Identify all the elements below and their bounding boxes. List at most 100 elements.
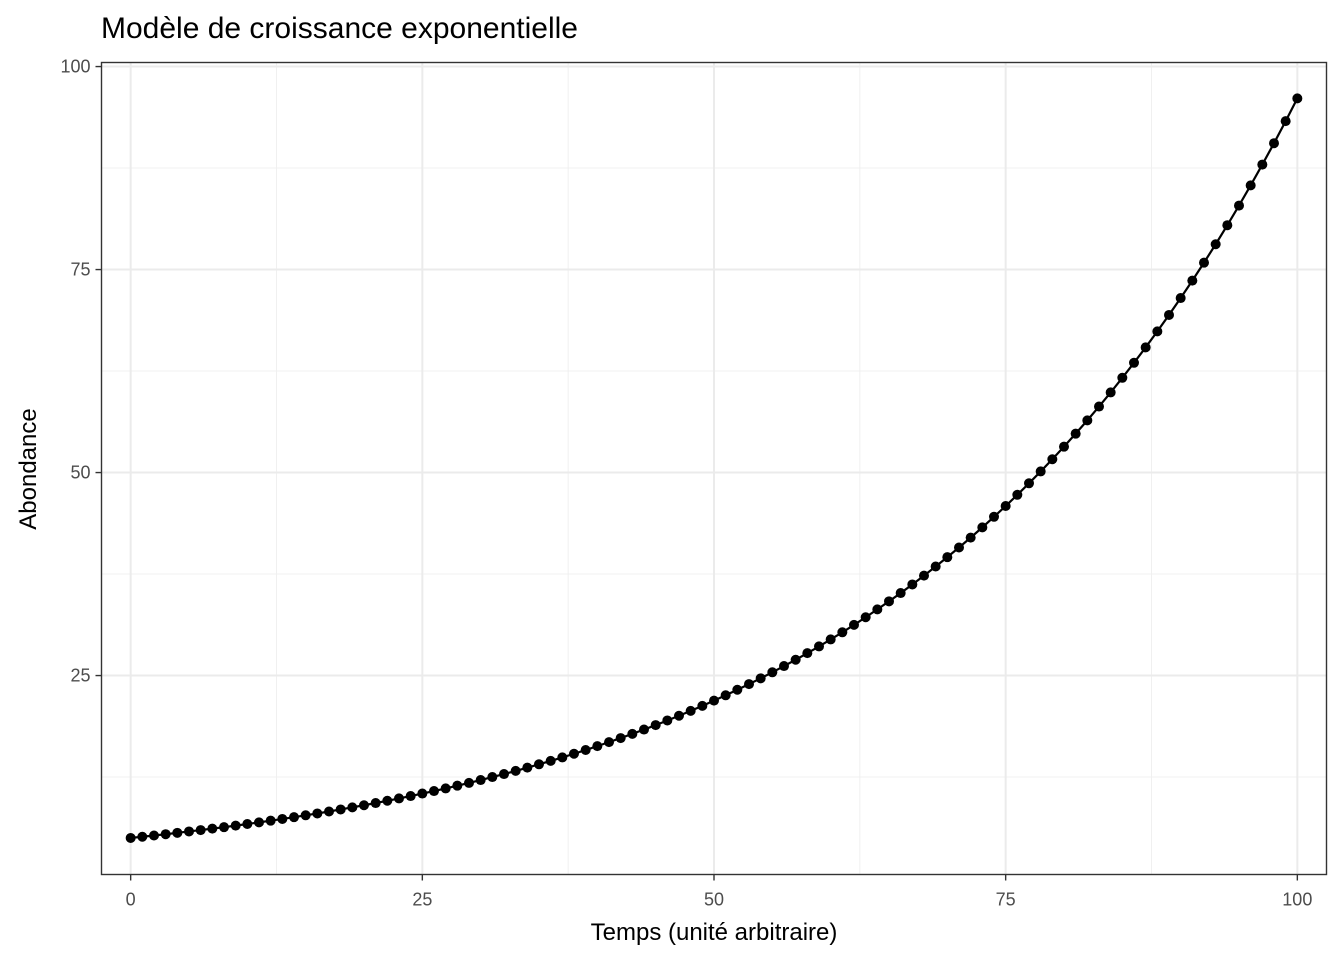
data-point — [125, 832, 136, 843]
data-point — [254, 817, 264, 828]
data-point — [942, 552, 953, 563]
data-point — [137, 831, 148, 842]
data-point — [1152, 326, 1163, 337]
data-point — [195, 825, 206, 836]
data-point — [242, 818, 253, 829]
data-point — [860, 612, 871, 623]
data-point — [872, 604, 883, 615]
data-point — [487, 772, 498, 783]
data-point — [382, 795, 393, 806]
data-point — [429, 786, 439, 797]
data-point — [300, 810, 311, 821]
data-point — [814, 641, 824, 652]
data-point — [1129, 357, 1139, 368]
data-point — [709, 695, 719, 706]
data-point — [674, 710, 684, 721]
data-point — [1269, 138, 1279, 149]
data-point — [1012, 489, 1023, 500]
data-point — [277, 813, 288, 824]
data-point — [1035, 466, 1046, 477]
x-tick-label: 100 — [1282, 890, 1312, 910]
data-point — [1000, 501, 1011, 512]
data-point — [370, 798, 381, 809]
data-point — [965, 532, 976, 543]
data-point — [417, 788, 428, 799]
data-point — [1210, 239, 1221, 250]
y-tick-label: 75 — [70, 260, 90, 280]
data-point — [837, 627, 848, 638]
data-point — [1094, 401, 1104, 412]
major-gridlines — [101, 62, 1327, 875]
data-point — [615, 733, 626, 744]
y-tick-label: 25 — [70, 666, 90, 686]
data-point — [219, 822, 229, 833]
data-point — [184, 826, 194, 837]
x-axis: 0 25 50 75 100 — [126, 874, 1312, 910]
data-point — [557, 752, 568, 763]
data-point — [767, 667, 778, 678]
data-point — [335, 804, 346, 815]
y-axis: 25 50 75 100 — [60, 57, 102, 686]
data-point — [825, 634, 836, 645]
data-point — [289, 812, 299, 823]
data-point — [359, 800, 369, 811]
data-point — [1117, 372, 1128, 383]
data-point — [697, 700, 708, 711]
data-point — [884, 596, 894, 607]
data-point — [1292, 93, 1303, 104]
data-point — [149, 830, 159, 841]
data-point — [989, 511, 999, 522]
data-point — [324, 806, 334, 817]
data-point — [790, 654, 801, 665]
data-point — [522, 762, 533, 773]
data-point — [744, 679, 754, 690]
data-point — [802, 648, 813, 659]
data-point — [1024, 478, 1034, 489]
data-point — [394, 793, 404, 804]
data-point — [405, 791, 416, 802]
x-tick-label: 0 — [126, 890, 136, 910]
y-axis-title: Abondance — [15, 408, 42, 529]
data-point — [1175, 293, 1186, 304]
data-point — [545, 755, 556, 766]
data-point — [510, 765, 521, 776]
data-point — [452, 780, 463, 791]
data-point — [779, 661, 789, 672]
x-tick-label: 50 — [704, 890, 724, 910]
data-point — [1245, 180, 1256, 191]
y-tick-label: 50 — [70, 463, 90, 483]
data-point — [580, 745, 591, 756]
data-point — [977, 522, 988, 533]
data-point — [207, 823, 218, 834]
data-point — [720, 690, 731, 701]
data-point — [849, 619, 859, 630]
data-point — [650, 720, 661, 731]
data-point — [160, 829, 171, 840]
data-point — [347, 802, 358, 813]
data-point — [475, 775, 486, 786]
data-point — [1199, 257, 1209, 268]
data-point — [569, 748, 579, 759]
y-tick-label: 100 — [60, 57, 90, 77]
data-point — [930, 561, 941, 572]
data-point — [230, 820, 241, 831]
data-point — [662, 715, 673, 726]
data-point — [604, 737, 614, 748]
chart-title: Modèle de croissance exponentielle — [101, 12, 578, 45]
data-point — [1105, 387, 1116, 398]
data-point — [919, 570, 929, 581]
data-point — [464, 777, 474, 788]
data-point — [1140, 342, 1151, 353]
data-point — [1280, 116, 1291, 127]
data-point — [954, 542, 964, 553]
data-point — [907, 579, 918, 590]
data-point — [1047, 454, 1058, 465]
data-point — [639, 724, 649, 735]
data-point — [1222, 220, 1233, 231]
x-tick-label: 25 — [412, 890, 432, 910]
data-point — [534, 759, 544, 770]
data-point — [1234, 200, 1244, 211]
data-point — [685, 705, 696, 716]
data-point — [1070, 428, 1081, 439]
data-points — [125, 93, 1303, 843]
